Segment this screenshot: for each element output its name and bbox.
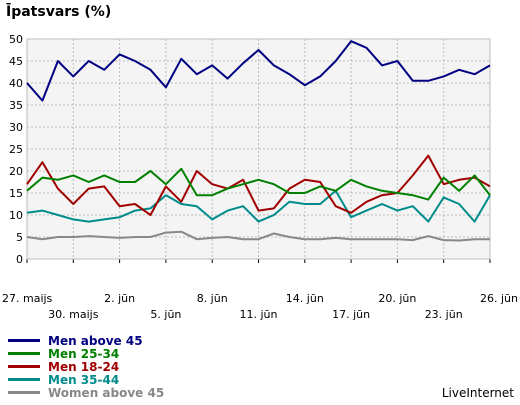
legend-item-women-above-45: Women above 45 — [8, 385, 165, 400]
x-tick-label: 2. jūn — [104, 292, 135, 305]
legend-label: Men 35-44 — [48, 372, 120, 387]
y-tick-label: 25 — [9, 143, 23, 156]
y-tick-label: 45 — [9, 55, 23, 68]
x-tick-label: 5. jūn — [150, 308, 181, 321]
legend-label: Men 18-24 — [48, 359, 120, 374]
series-line-women-above-45 — [26, 230, 490, 242]
legend-swatch — [8, 365, 40, 368]
plot-border — [26, 38, 491, 260]
y-tick-label: 30 — [9, 121, 23, 134]
x-tick-label: 8. jūn — [197, 292, 228, 305]
legend-item-men-25-34: Men 25-34 — [8, 346, 164, 361]
y-tick-label: 50 — [9, 33, 23, 46]
legend-swatch — [8, 378, 40, 381]
x-tick-label: 23. jūn — [425, 308, 463, 321]
legend-swatch — [8, 339, 40, 342]
legend-item-men-18-24: Men 18-24 — [8, 359, 164, 374]
legend-item-men-above-45: Men above 45 — [8, 333, 164, 348]
x-tick-label: 17. jūn — [332, 308, 370, 321]
x-tick-label: 11. jūn — [240, 308, 278, 321]
legend-item-men-35-44: Men 35-44 — [8, 372, 164, 387]
y-tick-label: 35 — [9, 99, 23, 112]
legend-label: Women above 45 — [48, 385, 165, 400]
legend-swatch — [8, 391, 40, 394]
y-tick-label: 10 — [9, 209, 23, 222]
x-tick-label: 30. maijs — [48, 308, 99, 321]
y-tick-label: 20 — [9, 165, 23, 178]
series-line-men-25-34 — [26, 167, 491, 201]
legend-label: Men 25-34 — [48, 346, 120, 361]
chart-title: Īpatsvars (%) — [6, 4, 112, 20]
x-tick-label: 27. maijs — [2, 292, 53, 305]
y-tick-label: 0 — [16, 253, 23, 266]
line-chart: 0 5 10 15 20 25 30 35 40 45 50 27. maijs 30. maijs 2.… — [2, 33, 518, 321]
y-tick-label: 15 — [9, 187, 23, 200]
y-tick-label: 5 — [16, 231, 23, 244]
legend-swatch — [8, 352, 40, 355]
x-tick-label: 20. jūn — [378, 292, 416, 305]
x-tick-label: 14. jūn — [286, 292, 324, 305]
watermark: LiveInternet — [441, 386, 514, 400]
y-tick-label: 40 — [9, 77, 23, 90]
series-line-men-18-24 — [26, 154, 491, 216]
series-line-men-35-44 — [26, 189, 491, 223]
series-line-men-above-45 — [26, 40, 491, 102]
legend-label: Men above 45 — [48, 333, 143, 348]
x-tick-label: 26. jūn — [480, 292, 518, 305]
legend: Men above 45 Men 25-34 Men 18-24 Men 35-… — [8, 333, 165, 400]
